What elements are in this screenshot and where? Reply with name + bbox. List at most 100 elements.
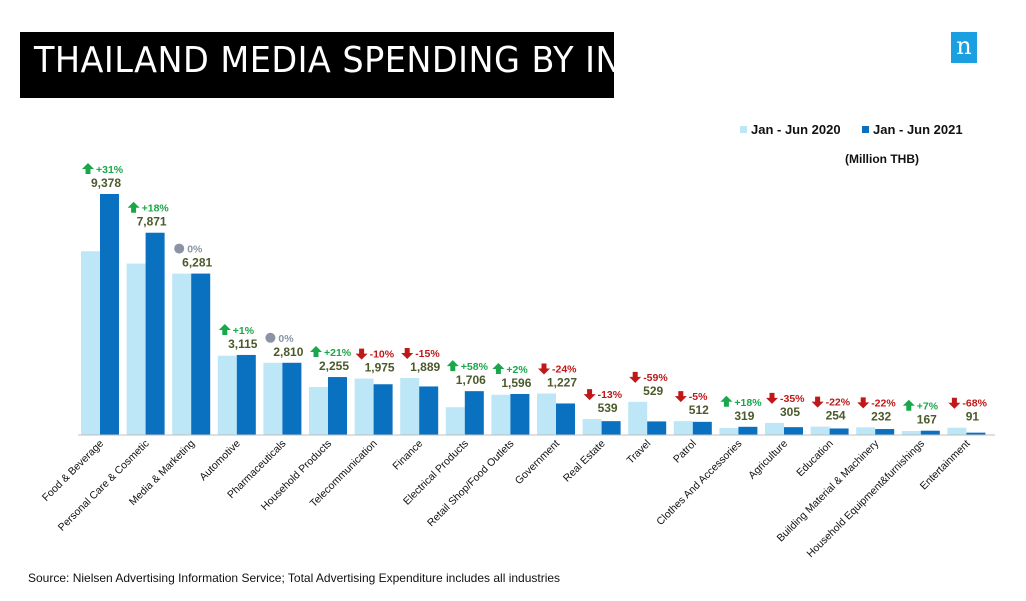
- bar-2021-agriculture: [784, 427, 803, 435]
- data-label-electrical-products: 1,706: [456, 373, 486, 387]
- change-label-personal-care-cosmetic: +18%: [142, 203, 170, 215]
- bar-2021-household-equipment-furnishings: [920, 430, 940, 435]
- bar-2020-telecommunication: [354, 378, 374, 435]
- bar-2020-entertainment: [947, 427, 967, 435]
- bar-2021-telecommunication: [373, 384, 393, 435]
- page-title: THAILAND MEDIA SPENDING BY INDUSTRY: [34, 40, 758, 81]
- data-label-media-marketing: 6,281: [182, 256, 212, 270]
- down-arrow-icon: [766, 392, 778, 404]
- data-label-food-beverage: 9,378: [91, 176, 121, 190]
- change-label-government: -24%: [552, 363, 577, 375]
- category-label-retail-shop-food-outlets: Retail Shop/Food Outlets: [425, 438, 516, 529]
- data-label-household-products: 2,255: [319, 359, 349, 373]
- change-label-pharmaceuticals: 0%: [278, 333, 294, 345]
- bar-2020-electrical-products: [445, 407, 465, 435]
- bar-2020-education: [810, 426, 830, 435]
- up-arrow-icon: [310, 346, 322, 358]
- bar-2021-household-products: [328, 377, 347, 435]
- down-arrow-icon: [629, 371, 642, 383]
- bar-2021-clothes-and-accessories: [738, 426, 758, 435]
- bar-2020-finance: [400, 377, 420, 435]
- bar-2020-patrol: [673, 421, 693, 435]
- up-arrow-icon: [902, 399, 915, 411]
- bar-2021-travel: [647, 421, 667, 435]
- bar-2020-media-marketing: [172, 273, 192, 435]
- change-label-real-estate: -13%: [598, 389, 623, 401]
- data-label-telecommunication: 1,975: [365, 361, 395, 375]
- data-label-patrol: 512: [689, 403, 709, 417]
- change-label-telecommunication: -10%: [370, 349, 395, 361]
- category-label-government: Government: [513, 438, 562, 487]
- legend-swatch-2020: [740, 126, 747, 133]
- bar-2021-food-beverage: [100, 194, 119, 435]
- down-arrow-icon: [674, 391, 687, 403]
- bar-2021-media-marketing: [191, 273, 211, 435]
- neutral-dot-icon: [265, 332, 276, 343]
- bar-2020-government: [537, 393, 556, 435]
- bar-2020-real-estate: [582, 419, 602, 435]
- up-arrow-icon: [127, 201, 140, 213]
- change-label-household-equipment-furnishings: +7%: [917, 401, 939, 413]
- data-label-entertainment: 91: [966, 410, 980, 424]
- up-arrow-icon: [446, 360, 459, 372]
- bar-2020-automotive: [217, 355, 237, 435]
- category-label-travel: Travel: [624, 438, 653, 467]
- legend-label-2020: Jan - Jun 2020: [751, 122, 841, 137]
- change-label-patrol: -5%: [689, 391, 708, 403]
- down-arrow-icon: [538, 363, 550, 375]
- data-label-finance: 1,889: [410, 360, 440, 374]
- change-label-electrical-products: +58%: [461, 361, 489, 373]
- source-note: Source: Nielsen Advertising Information …: [28, 571, 561, 585]
- change-label-finance: -15%: [415, 348, 440, 360]
- change-label-media-marketing: 0%: [187, 244, 203, 256]
- change-label-building-material-machinery: -22%: [871, 397, 896, 409]
- up-arrow-icon: [492, 362, 505, 374]
- data-label-education: 254: [826, 409, 846, 423]
- change-label-entertainment: -68%: [962, 398, 987, 410]
- bar-2021-electrical-products: [464, 391, 484, 435]
- bar-2021-retail-shop-food-outlets: [510, 393, 530, 435]
- legend-swatch-2021: [862, 126, 869, 133]
- bar-2021-government: [556, 403, 575, 435]
- bar-2020-personal-care-cosmetic: [126, 263, 146, 435]
- category-label-automotive: Automotive: [197, 438, 243, 484]
- up-arrow-icon: [720, 395, 733, 407]
- change-label-household-products: +21%: [324, 347, 352, 359]
- category-label-clothes-and-accessories: Clothes And Accessories: [654, 438, 744, 528]
- bar-2021-education: [829, 428, 849, 435]
- down-arrow-icon: [583, 389, 596, 401]
- data-label-clothes-and-accessories: 319: [734, 409, 754, 423]
- data-label-agriculture: 305: [780, 405, 800, 419]
- bar-2021-finance: [419, 386, 439, 435]
- up-arrow-icon: [82, 163, 94, 174]
- bar-2021-real-estate: [601, 421, 621, 435]
- category-label-education: Education: [794, 438, 836, 480]
- change-label-automotive: +1%: [233, 325, 255, 337]
- bar-2020-agriculture: [765, 422, 784, 435]
- unit-label: (Million THB): [845, 152, 919, 166]
- title-banner: THAILAND MEDIA SPENDING BY INDUSTRY: [20, 32, 757, 98]
- data-label-government: 1,227: [547, 375, 577, 389]
- bar-2021-personal-care-cosmetic: [145, 232, 165, 435]
- category-label-finance: Finance: [390, 438, 425, 473]
- data-label-pharmaceuticals: 2,810: [273, 345, 303, 359]
- up-arrow-icon: [218, 323, 231, 335]
- down-arrow-icon: [355, 348, 368, 360]
- data-label-building-material-machinery: 232: [871, 409, 891, 423]
- legend-label-2021: Jan - Jun 2021: [873, 122, 963, 137]
- neutral-dot-icon: [174, 243, 185, 254]
- bar-2020-retail-shop-food-outlets: [491, 394, 511, 435]
- data-label-household-equipment-furnishings: 167: [917, 413, 937, 427]
- change-label-education: -22%: [826, 397, 851, 409]
- data-label-real-estate: 539: [598, 401, 618, 415]
- data-label-automotive: 3,115: [228, 337, 258, 351]
- category-label-agriculture: Agriculture: [746, 438, 790, 482]
- change-label-agriculture: -35%: [780, 393, 805, 405]
- bar-2021-automotive: [236, 354, 256, 435]
- bar-2021-pharmaceuticals: [282, 362, 302, 435]
- data-label-travel: 529: [643, 384, 663, 398]
- category-label-patrol: Patrol: [671, 438, 699, 466]
- down-arrow-icon: [401, 347, 414, 359]
- down-arrow-icon: [857, 397, 870, 409]
